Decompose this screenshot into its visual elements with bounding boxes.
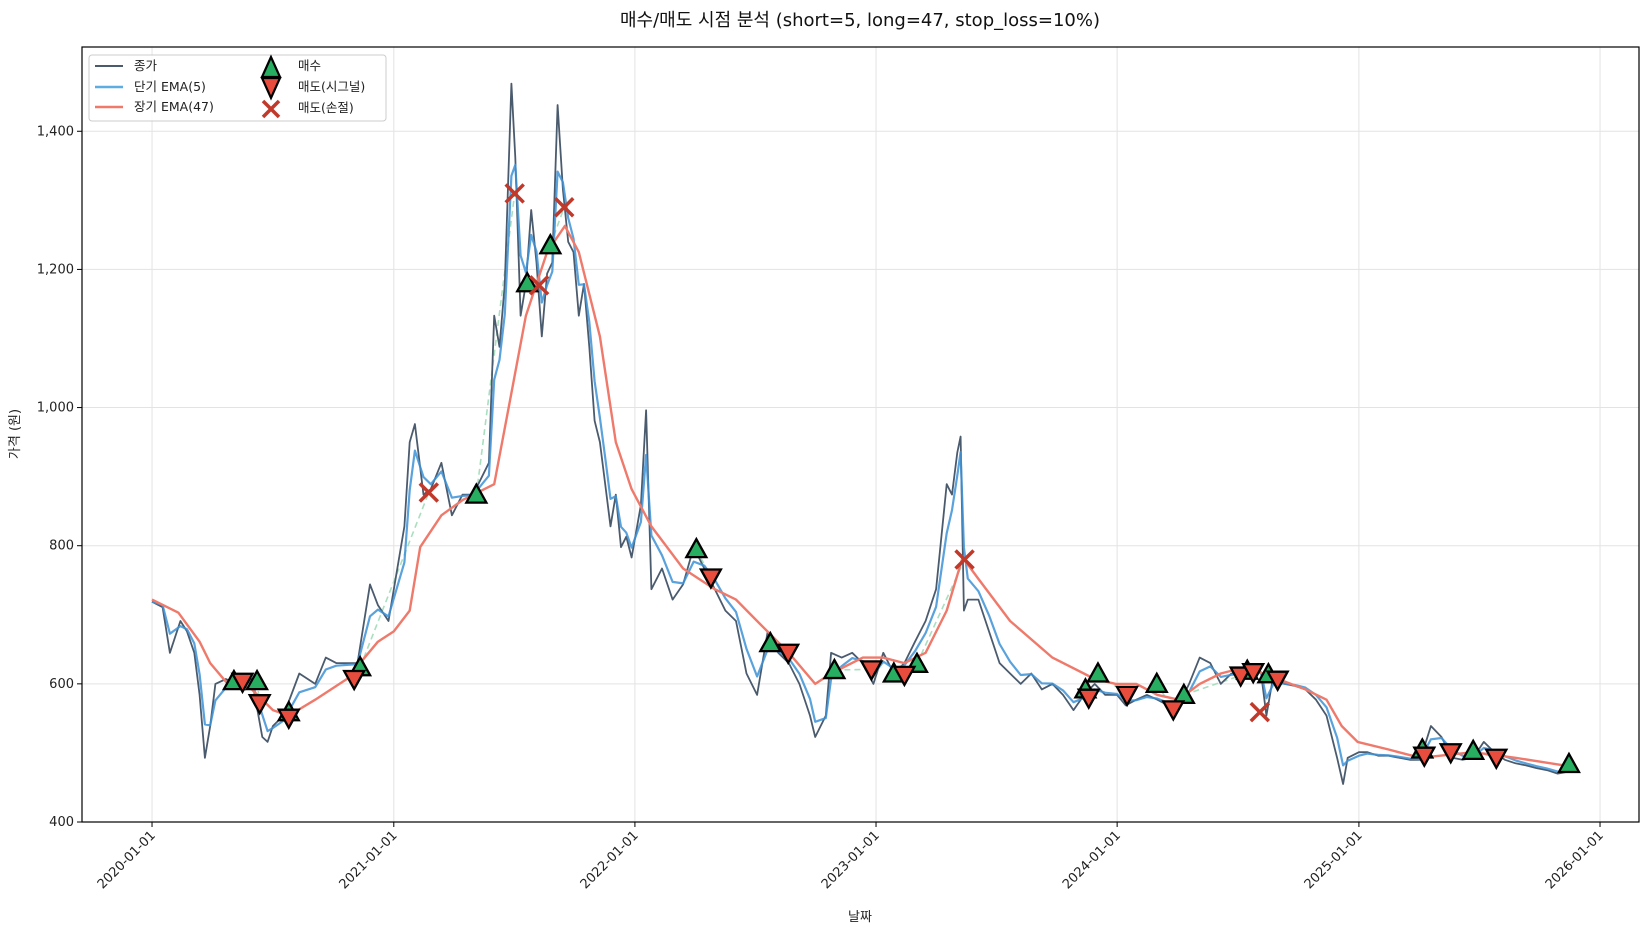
- legend-short-ema: 단기 EMA(5): [134, 79, 206, 94]
- buy-marker: [758, 630, 783, 653]
- grid: [82, 47, 1639, 823]
- sell-signal-marker: [1241, 662, 1266, 685]
- x-tick-label: 2026-01-01: [1543, 828, 1607, 892]
- sell-stop-marker: [954, 549, 975, 570]
- sell-signal-marker: [892, 665, 917, 688]
- sell-signal-marker: [1076, 688, 1101, 711]
- plot-frame: [81, 46, 1640, 823]
- x-tick-label: 2023-01-01: [819, 828, 883, 892]
- buy-marker: [464, 482, 489, 504]
- legend-sell-signal: 매도(시그널): [298, 79, 365, 94]
- buy-marker: [515, 270, 540, 293]
- y-tick-label: 800: [49, 539, 74, 554]
- legend-sell-signal-marker: [260, 76, 282, 101]
- y-tick-label: 1,000: [37, 401, 74, 416]
- sell-stop-marker: [504, 183, 525, 204]
- trade-line: [359, 492, 430, 668]
- y-tick-label: 400: [49, 815, 74, 830]
- x-tick-label: 2024-01-01: [1060, 828, 1124, 892]
- legend-buy: 매수: [298, 58, 321, 73]
- chart-title: 매수/매도 시점 분석 (short=5, long=47, stop_loss…: [620, 10, 1100, 31]
- x-axis: 2020-01-01 2021-01-01 2022-01-01 2023-01-01…: [95, 822, 1607, 892]
- series-layer: [151, 82, 1569, 785]
- sell-signal-marker: [342, 669, 367, 692]
- sell-signal-marker: [859, 660, 884, 682]
- x-tick-label: 2020-01-01: [95, 828, 159, 892]
- buy-marker: [684, 536, 709, 559]
- legend: 종가 단기 EMA(5) 장기 EMA(47) 매수 매도(시그널) 매도(손절…: [88, 54, 387, 122]
- x-tick-label: 2021-01-01: [337, 828, 401, 892]
- x-axis-label: 날짜: [848, 910, 872, 925]
- sell-signal-marker: [1412, 746, 1437, 769]
- trade-line: [549, 206, 565, 246]
- buy-marker: [1461, 738, 1486, 761]
- x-tick-label: 2022-01-01: [578, 828, 642, 892]
- y-tick-label: 600: [49, 677, 74, 692]
- close-line: [151, 82, 1569, 785]
- buy-marker: [1144, 671, 1169, 694]
- sell-signal-marker: [1265, 670, 1290, 693]
- y-tick-label: 1,200: [37, 262, 74, 277]
- buy-marker: [1171, 682, 1196, 705]
- sell-stop-stroke: [418, 482, 440, 503]
- buy-marker: [245, 668, 270, 691]
- sell-signal-marker: [276, 708, 301, 731]
- sell-stop-stroke: [528, 275, 550, 296]
- buy-marker: [822, 657, 847, 680]
- legend-long-ema: 장기 EMA(47): [134, 99, 214, 114]
- sell-stop-marker: [418, 482, 440, 503]
- sell-signal-marker: [1438, 743, 1463, 765]
- sell-signal-marker: [1228, 666, 1253, 688]
- buy-marker: [538, 232, 563, 255]
- sell-signal-marker: [1161, 700, 1186, 722]
- y-axis: 400 600 800 1,000 1,200 1,400: [37, 124, 82, 830]
- sell-signal-marker: [698, 568, 723, 590]
- sell-stop-marker: [553, 197, 575, 218]
- sell-stop-stroke: [504, 183, 525, 204]
- y-tick-label: 1,400: [37, 124, 74, 139]
- sell-signal-marker: [1484, 748, 1509, 771]
- buy-marker: [1557, 751, 1581, 774]
- long-ema-line: [151, 224, 1569, 768]
- sell-stop-stroke: [954, 549, 975, 570]
- short-ema-line: [151, 163, 1569, 773]
- x-tick-label: 2025-01-01: [1302, 828, 1366, 892]
- legend-sell-stop: 매도(손절): [298, 100, 354, 115]
- markers-layer: [221, 183, 1581, 774]
- legend-box: [88, 54, 387, 122]
- trade-line: [1183, 674, 1241, 696]
- sell-signal-marker: [230, 672, 255, 695]
- sell-signal-marker: [776, 643, 801, 666]
- sell-signal-marker: [1115, 685, 1140, 708]
- sell-signal-marker: [247, 694, 272, 716]
- legend-stop-marker: [261, 99, 281, 119]
- sell-stop-stroke: [553, 197, 575, 218]
- sell-stop-stroke: [1249, 701, 1271, 723]
- legend-close: 종가: [134, 58, 158, 73]
- sell-stop-marker: [528, 275, 550, 296]
- sell-stop-marker: [1249, 701, 1271, 723]
- y-axis-label: 가격 (원): [8, 409, 23, 459]
- buy-marker: [1086, 661, 1110, 683]
